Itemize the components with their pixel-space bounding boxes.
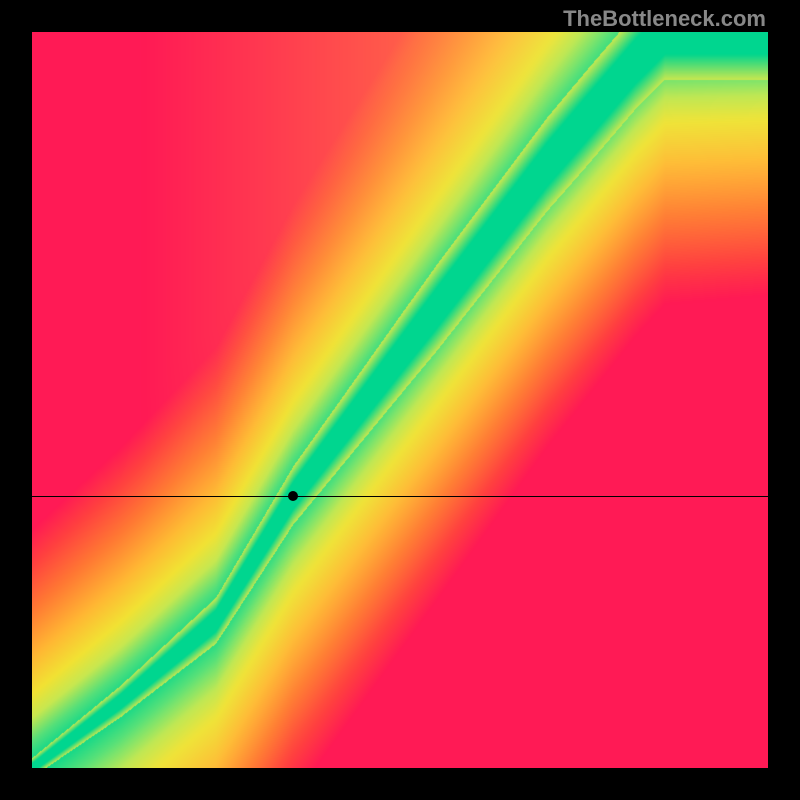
plot-area: [32, 32, 768, 768]
crosshair-marker: [288, 491, 298, 501]
heatmap-canvas: [32, 32, 768, 768]
watermark-text: TheBottleneck.com: [563, 6, 766, 32]
crosshair-horizontal: [32, 496, 768, 497]
